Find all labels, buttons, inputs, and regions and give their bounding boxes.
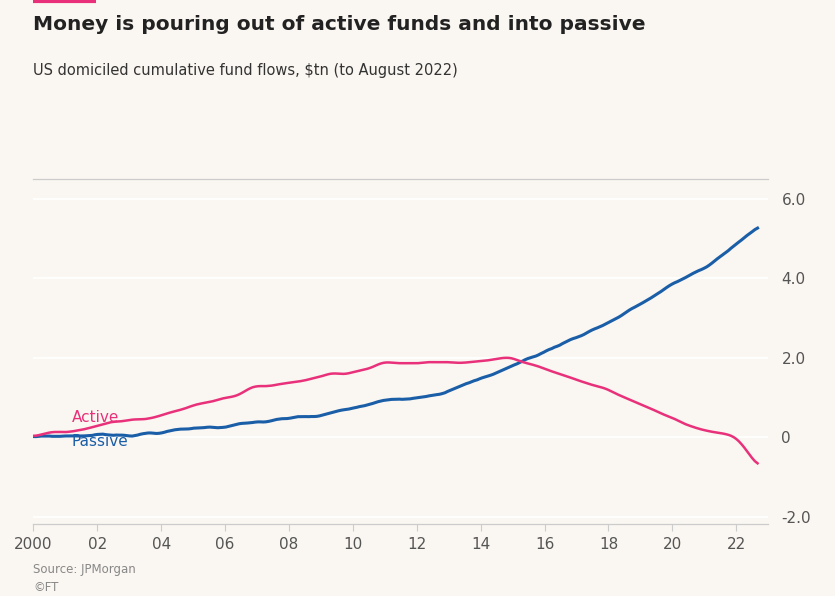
Text: US domiciled cumulative fund flows, $tn (to August 2022): US domiciled cumulative fund flows, $tn …	[33, 63, 458, 77]
Text: Money is pouring out of active funds and into passive: Money is pouring out of active funds and…	[33, 15, 646, 34]
Text: Source: JPMorgan: Source: JPMorgan	[33, 563, 136, 576]
Text: Passive: Passive	[72, 434, 129, 449]
Text: Active: Active	[72, 410, 119, 425]
Text: ©FT: ©FT	[33, 581, 58, 594]
